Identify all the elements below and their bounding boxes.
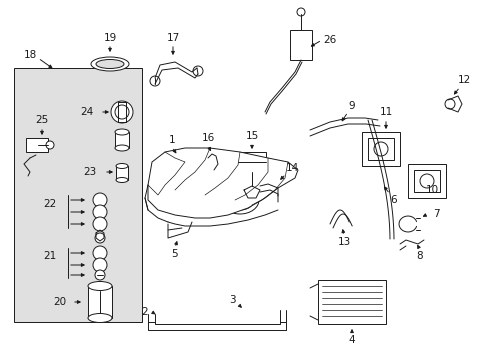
- Text: 14: 14: [285, 163, 298, 173]
- Circle shape: [150, 76, 160, 86]
- Circle shape: [93, 193, 107, 207]
- Text: 22: 22: [43, 199, 57, 209]
- Circle shape: [93, 246, 107, 260]
- Ellipse shape: [115, 105, 129, 119]
- Ellipse shape: [88, 282, 112, 291]
- Circle shape: [93, 217, 107, 231]
- Circle shape: [93, 205, 107, 219]
- Text: 23: 23: [83, 167, 97, 177]
- Circle shape: [95, 233, 105, 243]
- Ellipse shape: [96, 59, 124, 68]
- Bar: [26, 138, 48, 152]
- Text: 24: 24: [80, 107, 93, 117]
- Text: 17: 17: [166, 33, 179, 43]
- Text: 15: 15: [245, 131, 258, 141]
- Circle shape: [193, 66, 203, 76]
- Ellipse shape: [221, 186, 259, 214]
- Text: 18: 18: [23, 50, 37, 60]
- Text: 2: 2: [141, 307, 148, 317]
- Text: 20: 20: [53, 297, 66, 307]
- Polygon shape: [148, 148, 297, 218]
- Text: 11: 11: [379, 107, 392, 117]
- Bar: [361, 132, 399, 166]
- Circle shape: [296, 8, 305, 16]
- Text: 5: 5: [171, 249, 178, 259]
- Bar: [238, 152, 265, 172]
- Text: 12: 12: [456, 75, 469, 85]
- Ellipse shape: [115, 129, 129, 135]
- Ellipse shape: [88, 314, 112, 323]
- Text: 19: 19: [103, 33, 116, 43]
- Text: 1: 1: [168, 135, 175, 145]
- Ellipse shape: [116, 163, 128, 168]
- Bar: [367, 138, 393, 160]
- Circle shape: [93, 258, 107, 272]
- Bar: [289, 30, 311, 60]
- Text: 16: 16: [201, 133, 214, 143]
- Circle shape: [95, 270, 105, 280]
- Circle shape: [46, 141, 54, 149]
- Bar: [317, 280, 385, 324]
- Text: 26: 26: [323, 35, 336, 45]
- Text: 7: 7: [432, 209, 438, 219]
- Bar: [413, 170, 439, 192]
- Ellipse shape: [91, 57, 129, 71]
- Text: 21: 21: [43, 251, 57, 261]
- Circle shape: [373, 142, 387, 156]
- Text: 9: 9: [348, 101, 355, 111]
- Circle shape: [444, 99, 454, 109]
- Text: 8: 8: [416, 251, 423, 261]
- Ellipse shape: [111, 101, 133, 123]
- Text: 25: 25: [35, 115, 48, 125]
- Text: 4: 4: [348, 335, 355, 345]
- Bar: [115, 132, 129, 148]
- Bar: [407, 164, 445, 198]
- Bar: [116, 166, 128, 180]
- Text: 6: 6: [390, 195, 397, 205]
- Ellipse shape: [116, 177, 128, 183]
- Ellipse shape: [225, 190, 253, 210]
- Ellipse shape: [115, 145, 129, 151]
- Text: 3: 3: [228, 295, 235, 305]
- Text: 10: 10: [425, 185, 438, 195]
- Circle shape: [419, 174, 433, 188]
- Bar: [88, 286, 112, 318]
- Bar: [14, 68, 142, 322]
- Text: 13: 13: [337, 237, 350, 247]
